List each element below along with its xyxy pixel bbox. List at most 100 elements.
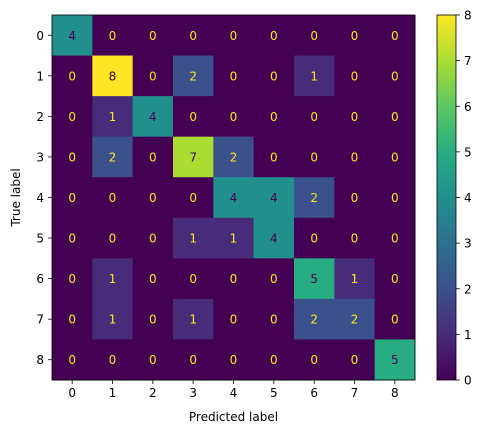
cell-value-label: 0 (230, 313, 238, 327)
colorbar-tick-label: 2 (464, 282, 472, 296)
cell-value-label: 0 (68, 272, 76, 286)
cell-value-label: 8 (109, 69, 117, 83)
heatmap-cell (374, 136, 416, 178)
heatmap-cell (92, 177, 134, 219)
cell-value-label: 0 (270, 272, 278, 286)
x-tick-label: 5 (270, 386, 278, 400)
heatmap-cell (92, 96, 134, 138)
cell-value-label: 0 (189, 29, 197, 43)
heatmap-cell (52, 136, 93, 178)
heatmap-cell (374, 258, 416, 300)
heatmap-cell (173, 258, 214, 300)
x-tick-label: 7 (351, 386, 359, 400)
cell-value-label: 2 (351, 313, 359, 327)
cell-value-label: 0 (68, 191, 76, 205)
heatmap-cell (213, 258, 255, 300)
cell-value-label: 0 (310, 232, 318, 246)
cell-value-label: 0 (351, 69, 359, 83)
cell-value-label: 2 (310, 313, 318, 327)
cell-value-label: 0 (391, 29, 399, 43)
heatmap-cell (173, 136, 214, 178)
y-tick-label: 7 (36, 313, 44, 327)
y-tick-label: 2 (36, 110, 44, 124)
cell-value-label: 0 (391, 191, 399, 205)
heatmap-cell (374, 217, 416, 259)
cell-value-label: 7 (189, 150, 197, 164)
heatmap-cell (374, 339, 416, 381)
heatmap-cell (132, 55, 174, 97)
colorbar-tick-label: 1 (464, 328, 472, 342)
heatmap-cell (374, 55, 416, 97)
cell-value-label: 0 (391, 150, 399, 164)
y-tick-label: 8 (36, 353, 44, 367)
heatmap-cell (294, 177, 335, 219)
cell-value-label: 4 (270, 191, 278, 205)
cell-value-label: 1 (189, 313, 197, 327)
x-tick-label: 3 (189, 386, 197, 400)
cell-value-label: 1 (109, 272, 117, 286)
heatmap-cell (132, 96, 174, 138)
x-tick-label: 0 (68, 386, 76, 400)
x-tick-label: 1 (109, 386, 117, 400)
cell-value-label: 0 (149, 69, 157, 83)
heatmap-cell (213, 339, 255, 381)
heatmap-cell (52, 177, 93, 219)
colorbar-tick-label: 5 (464, 145, 472, 159)
cell-value-label: 0 (189, 353, 197, 367)
cell-value-label: 1 (189, 232, 197, 246)
cell-value-label: 0 (68, 69, 76, 83)
colorbar-tick-label: 4 (464, 191, 472, 205)
heatmap-cell (253, 177, 295, 219)
heatmap-cell (173, 15, 214, 57)
heatmap-cell (52, 15, 93, 57)
heatmap-cell (92, 15, 134, 57)
heatmap-cell (253, 217, 295, 259)
cell-value-label: 4 (270, 232, 278, 246)
cell-value-label: 0 (351, 232, 359, 246)
heatmap-cell (52, 96, 93, 138)
y-tick-label: 3 (36, 150, 44, 164)
heatmap-cell (52, 298, 93, 340)
heatmap-cell (334, 258, 376, 300)
heatmap-cell (52, 217, 93, 259)
heatmap-cell (253, 258, 295, 300)
heatmap-cell (294, 298, 335, 340)
heatmap-cell (173, 339, 214, 381)
heatmap-cells: 4 0 0 0 0 0 0 0 0 0 8 0 2 0 0 1 0 0 0 1 4 0 0 0 0 0 0 0 2 0 7 2 0 0 0 0 0 0 0 0… (52, 15, 416, 381)
cell-value-label: 1 (109, 110, 117, 124)
x-tick-label: 8 (391, 386, 399, 400)
colorbar-ticks: 0 1 2 3 4 5 6 7 8 (456, 9, 472, 388)
cell-value-label: 0 (391, 69, 399, 83)
heatmap-cell (92, 136, 134, 178)
y-tick-label: 0 (36, 29, 44, 43)
cell-value-label: 0 (230, 29, 238, 43)
cell-value-label: 0 (68, 232, 76, 246)
cell-value-label: 0 (270, 69, 278, 83)
cell-value-label: 0 (230, 110, 238, 124)
cell-value-label: 2 (310, 191, 318, 205)
heatmap-cell (92, 339, 134, 381)
cell-value-label: 0 (391, 232, 399, 246)
cell-value-label: 0 (351, 191, 359, 205)
heatmap-cell (253, 15, 295, 57)
cell-value-label: 0 (310, 29, 318, 43)
heatmap-cell (173, 55, 214, 97)
heatmap-cell (92, 55, 134, 97)
colorbar-tick-label: 8 (464, 9, 472, 23)
heatmap-cell (294, 339, 335, 381)
cell-value-label: 0 (351, 110, 359, 124)
colorbar (436, 14, 457, 381)
y-tick-label: 4 (36, 191, 44, 205)
heatmap-cell (253, 96, 295, 138)
cell-value-label: 0 (310, 353, 318, 367)
cell-value-label: 0 (391, 110, 399, 124)
heatmap-cell (132, 258, 174, 300)
cell-value-label: 0 (270, 29, 278, 43)
cell-value-label: 2 (230, 150, 238, 164)
heatmap-cell (374, 298, 416, 340)
x-axis-label: Predicted label (189, 410, 278, 424)
heatmap-cell (253, 339, 295, 381)
cell-value-label: 1 (310, 69, 318, 83)
heatmap-cell (132, 136, 174, 178)
cell-value-label: 0 (149, 313, 157, 327)
